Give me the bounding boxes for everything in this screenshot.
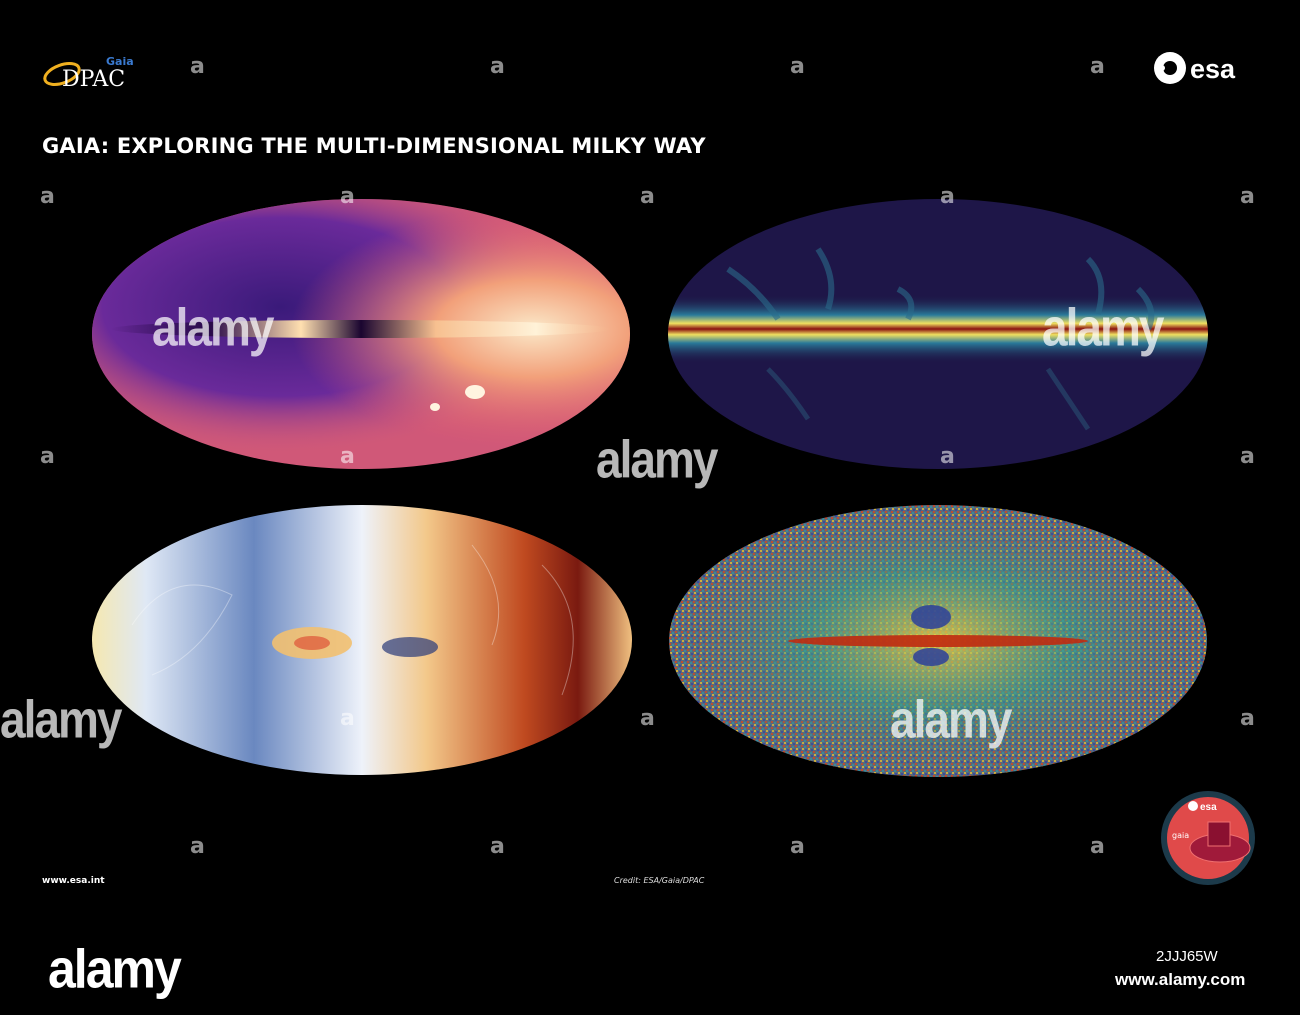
watermark-letter: a xyxy=(640,706,655,731)
stock-image-id: 2JJJ65W xyxy=(1156,948,1218,965)
watermark-letter: a xyxy=(1240,444,1255,469)
watermark-letter: a xyxy=(340,444,355,469)
watermark-letter: a xyxy=(1090,54,1105,79)
watermark-word: alamy xyxy=(152,297,274,357)
watermark-letter: a xyxy=(1090,834,1105,859)
watermark-letter: a xyxy=(940,444,955,469)
watermark-letter: a xyxy=(940,184,955,209)
dpac-small-text: Gaia xyxy=(106,55,134,68)
footer-credit: Credit: ESA/Gaia/DPAC xyxy=(614,876,705,885)
star-density-map xyxy=(92,199,630,469)
watermark-letter: a xyxy=(190,834,205,859)
watermark-word: alamy xyxy=(596,429,718,489)
watermark-letter: a xyxy=(640,184,655,209)
dpac-main-text: DPAC xyxy=(62,67,125,92)
watermark-letter: a xyxy=(340,706,355,731)
stellar-velocity-map xyxy=(92,505,632,775)
watermark-letter: a xyxy=(1240,706,1255,731)
alamy-logo: alamy xyxy=(48,938,182,1000)
watermark-word: alamy xyxy=(1042,297,1164,357)
watermark-letter: a xyxy=(490,834,505,859)
watermark-letter: a xyxy=(790,54,805,79)
patch-agency-text: esa xyxy=(1200,802,1217,813)
watermark-letter: a xyxy=(40,444,55,469)
watermark-letter: a xyxy=(1240,184,1255,209)
gaia-mission-patch: esa gaia xyxy=(1158,790,1258,886)
watermark-letter: a xyxy=(190,54,205,79)
chemical-composition-map xyxy=(669,505,1207,777)
page-title: GAIA: EXPLORING THE MULTI-DIMENSIONAL MI… xyxy=(42,134,706,158)
stock-url[interactable]: www.alamy.com xyxy=(1115,970,1246,989)
esa-logo-text: esa xyxy=(1190,54,1236,84)
watermark-letter: a xyxy=(40,184,55,209)
watermark-letter: a xyxy=(790,834,805,859)
watermark-word: alamy xyxy=(0,689,122,749)
watermark-word: alamy xyxy=(890,689,1012,749)
interstellar-dust-map xyxy=(668,199,1208,469)
watermark-letter: a xyxy=(490,54,505,79)
footer-url[interactable]: www.esa.int xyxy=(42,876,105,886)
esa-logo: esa xyxy=(1152,48,1262,88)
watermark-letter: a xyxy=(340,184,355,209)
patch-mission-text: gaia xyxy=(1172,831,1189,840)
gaia-dpac-logo: Gaia DPAC xyxy=(40,48,140,92)
